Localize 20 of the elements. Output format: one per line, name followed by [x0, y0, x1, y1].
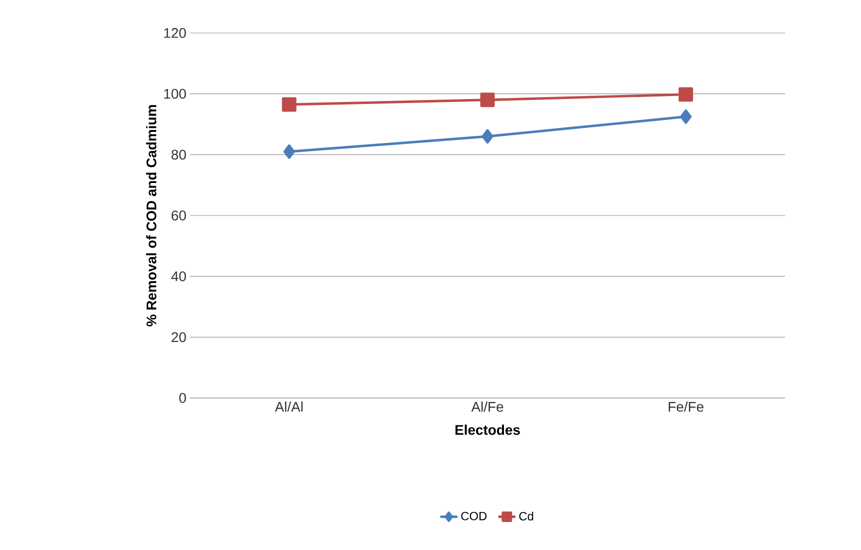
- point: [680, 109, 692, 124]
- y-tick-label: 40: [171, 271, 186, 282]
- point: [480, 92, 495, 108]
- x-axis-title: Electodes: [455, 424, 520, 435]
- x-tick-label: Fe/Fe: [668, 402, 704, 412]
- y-tick-label: 20: [172, 332, 186, 342]
- x-tick-label: Al/Al: [274, 402, 303, 412]
- y-tick-label: 80: [172, 150, 186, 160]
- y-tick-label: 60: [172, 210, 186, 220]
- legend-label: COD: [461, 512, 487, 520]
- y-tick-label: 120: [164, 28, 186, 38]
- legend-label: Cd: [519, 512, 534, 520]
- point: [283, 144, 295, 159]
- x-tick-label: Al/Fe: [471, 402, 504, 412]
- y-tick-label: 100: [164, 88, 186, 99]
- point: [678, 87, 694, 102]
- y-axis-title: % Removal of COD and Cadmium: [146, 105, 156, 326]
- y-tick-label: 0: [179, 393, 186, 403]
- point: [282, 97, 296, 112]
- point: [482, 129, 494, 144]
